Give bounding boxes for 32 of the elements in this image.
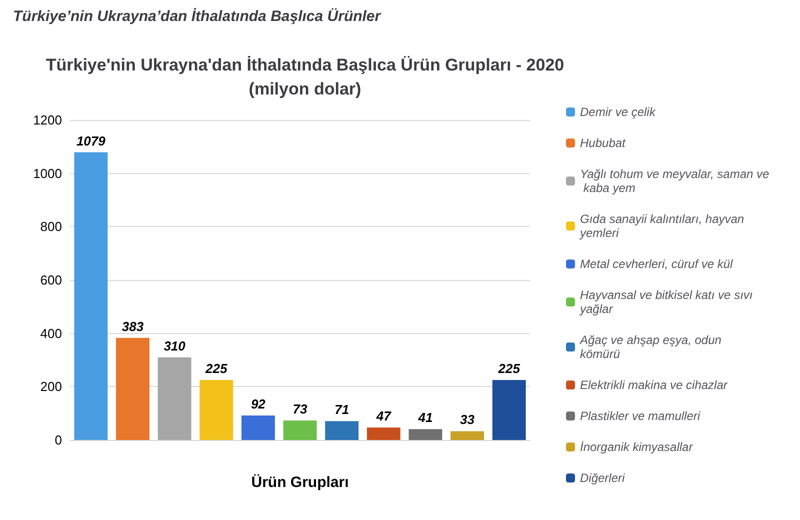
y-tick-label: 0: [54, 432, 62, 448]
legend-label: Demir ve çelik: [580, 105, 656, 119]
data-label: 225: [497, 361, 521, 376]
legend-label: Yağlı tohum ve meyvalar, saman ve kaba yem: [580, 167, 770, 195]
y-tick-label: 200: [40, 379, 62, 394]
data-label: 33: [460, 412, 476, 428]
y-tick-label: 1200: [33, 112, 62, 128]
data-label: 47: [375, 408, 392, 424]
legend-label: Gıda sanayii kalıntıları, hayvan yemleri: [579, 212, 748, 240]
data-label: 1079: [76, 133, 106, 148]
legend-label: Plastikler ve mamulleri: [580, 409, 700, 423]
data-label: 92: [250, 396, 266, 412]
legend-label: Diğerleri: [580, 471, 626, 485]
y-tick-label: 800: [40, 219, 62, 234]
legend-label: Hayvansal ve bitkisel katı ve sıvı yağlar: [579, 288, 756, 316]
y-tick-label: 600: [40, 272, 62, 288]
data-label: 41: [417, 410, 433, 426]
legend-label: Elektrikli makina ve cihazlar: [580, 378, 728, 392]
legend-label: Metal cevherleri, cüruf ve kül: [580, 257, 734, 271]
data-label: 71: [334, 402, 350, 418]
data-label: 225: [204, 361, 228, 376]
legend-label: İnorganik kimyasallar: [580, 440, 694, 454]
legend-label: Hububat: [580, 136, 626, 150]
x-axis-title: Ürün Grupları: [251, 474, 349, 491]
y-tick-label: 1000: [33, 166, 62, 181]
data-label: 310: [164, 338, 186, 354]
legend-label: Ağaç ve ahşap eşya, odun kömürü: [579, 333, 725, 361]
y-tick-label: 400: [40, 326, 62, 341]
chart-title: Türkiye’nin Ukrayna’dan İthalatında Başlıca Ürünler: [13, 8, 382, 25]
chart-subtitle: Türkiye'nin Ukrayna'dan İthalatında Başlıca Ürün Grupları - 2020 (milyon dolar): [46, 56, 564, 98]
data-label: 73: [292, 402, 308, 417]
data-label: 383: [122, 318, 144, 334]
